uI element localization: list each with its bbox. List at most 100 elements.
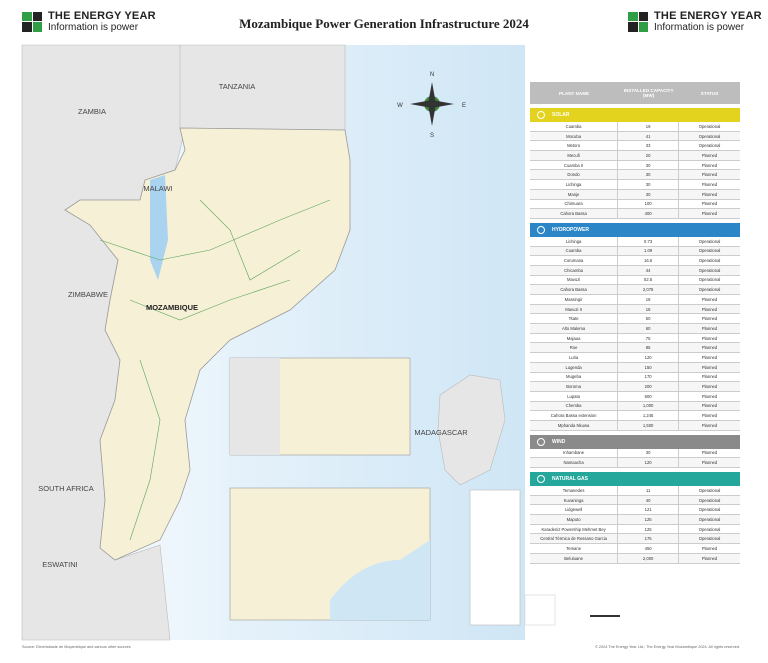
table-row: Metoro 33 Operational	[530, 141, 740, 152]
table-row: Dondo 30 Planned	[530, 170, 740, 181]
table-cell: Cahora Bassa	[530, 209, 619, 218]
compass-letter: W	[397, 103, 403, 109]
table-cell: Mavuzi II	[530, 304, 619, 314]
table-cell: 1,500	[618, 420, 680, 430]
table-cell: Mecufi	[530, 151, 619, 160]
table-row: Inhambane 30 Planned	[530, 448, 740, 459]
table-cell: Kuvaninga	[530, 495, 619, 505]
table-cell: Manje	[530, 189, 619, 199]
table-cell: Operational	[698, 287, 721, 293]
table-cell: Metoro	[530, 141, 619, 151]
table-cell: 75	[618, 333, 680, 343]
table-row: Luria 120 Planned	[530, 353, 740, 363]
table-row: Central Térmica de Ressano Garcia 175 Oper…	[530, 534, 740, 545]
table-row: Lugenda 150 Planned	[530, 362, 740, 373]
table-cell: Planned	[701, 191, 718, 197]
table-cell: Planned	[701, 364, 718, 370]
table-cell: Operational	[698, 507, 721, 513]
logo	[628, 11, 648, 32]
compass-letter: S	[430, 133, 434, 139]
section-header: SOLAR	[530, 108, 740, 122]
copyright: © 2024 The Energy Year Ltd.; The Energy …	[595, 645, 740, 649]
table-cell: Planned	[701, 316, 718, 322]
section-rows: Cuamba 19 Operational Mocuba 41 Operational Me…	[530, 122, 740, 219]
brand-left: THE ENERGY YEAR Information is power	[22, 10, 156, 33]
table-cell: 1,245	[618, 411, 680, 420]
scale-bar	[590, 615, 620, 617]
table-cell: Chimuara	[530, 199, 619, 209]
table-row: Corumana 16.6 Operational	[530, 256, 740, 266]
table-cell: Massingir	[530, 295, 619, 304]
table-cell: Chemba	[530, 401, 619, 411]
section-rows: Inhambane 30 Planned Namaacha 120 Planned	[530, 448, 740, 468]
table-cell: Operational	[698, 133, 721, 139]
table-cell: Mavuzi	[530, 275, 619, 285]
table-cell: Alto Malema	[530, 324, 619, 333]
table-cell: Operational	[698, 536, 721, 542]
table-row: Mugeba 170 Planned	[530, 372, 740, 383]
table-cell: 30	[618, 170, 680, 180]
table-cell: 450	[618, 544, 680, 553]
table-cell: Mocuba	[530, 131, 619, 141]
map-label: ESWATINI	[42, 560, 77, 569]
table-cell: 400	[618, 209, 680, 218]
table-cell: Operational	[698, 238, 721, 244]
table-cell: Planned	[701, 450, 718, 456]
table-cell: 52.5	[618, 275, 680, 285]
logo	[22, 11, 42, 32]
brand-name: THE ENERGY YEAR	[654, 10, 762, 22]
table-cell: Operational	[698, 497, 721, 503]
table-cell: 30	[618, 180, 680, 189]
table-cell: Planned	[701, 393, 718, 399]
table-cell: 18	[618, 304, 680, 314]
table-cell: Operational	[698, 123, 721, 129]
table-cell: 18	[618, 295, 680, 304]
section-header: NATURAL GAS	[530, 472, 740, 486]
legend-box	[469, 489, 521, 626]
table-cell: 60	[618, 324, 680, 333]
table-cell: Lichinga	[530, 180, 619, 189]
table-cell: Planned	[701, 422, 718, 428]
compass	[410, 82, 454, 126]
table-cell: Mphanda Nkuwa	[530, 420, 619, 430]
table-cell: Planned	[701, 172, 718, 178]
table-row: Cuamba 1.09 Operational	[530, 246, 740, 257]
table-cell: 33	[618, 141, 680, 151]
table-cell: Namaacha	[530, 458, 619, 467]
table-cell: 0.73	[618, 236, 680, 246]
source: Source: Electricidade de Moçambique and …	[22, 645, 131, 649]
table-cell: 100	[618, 199, 680, 209]
section-rows: Lichinga 0.73 Operational Cuamba 1.09 Operati…	[530, 236, 740, 431]
table-cell: Operational	[698, 143, 721, 149]
table-row: Alto Malema 60 Planned	[530, 324, 740, 334]
table-row: Cuamba II 30 Planned	[530, 160, 740, 171]
table-cell: Lichinga	[530, 236, 619, 246]
table-row: Mavuzi 52.5 Operational	[530, 275, 740, 286]
page-title: Mozambique Power Generation Infrastructu…	[239, 16, 529, 31]
table-cell: Operational	[698, 248, 721, 254]
table-cell: Planned	[701, 162, 718, 168]
table-cell: Planned	[701, 403, 718, 409]
section: HYDROPOWER Lichinga 0.73 Operational Cuamba 1…	[530, 222, 740, 431]
table-cell: Planned	[701, 335, 718, 341]
section: NATURAL GAS Temanedes 11 Operational Kuvanin…	[530, 472, 740, 564]
table-cell: 120	[618, 458, 680, 467]
table-cell: 2,075	[618, 285, 680, 294]
table-row: Cahora Bassa extension 1,245 Planned	[530, 411, 740, 421]
table-cell: Operational	[698, 258, 721, 264]
table-cell: 11	[618, 486, 680, 495]
table-row: Manje 30 Planned	[530, 189, 740, 200]
table-row: Kuvaninga 40 Operational	[530, 495, 740, 506]
table-row: Tsate 50 Planned	[530, 314, 740, 325]
table-row: Lichinga 30 Planned	[530, 180, 740, 190]
table-cell: Inhambane	[530, 448, 619, 458]
table-cell: Tsate	[530, 314, 619, 324]
compass-letter: N	[430, 72, 434, 78]
table-cell: Maputo	[530, 515, 619, 524]
table-cell: 20	[618, 151, 680, 160]
table-cell: Temane	[530, 544, 619, 553]
lake-malawi	[150, 175, 168, 280]
table-cell: Operational	[698, 277, 721, 283]
table-cell: Luria	[530, 353, 619, 362]
legend-small	[524, 594, 556, 626]
